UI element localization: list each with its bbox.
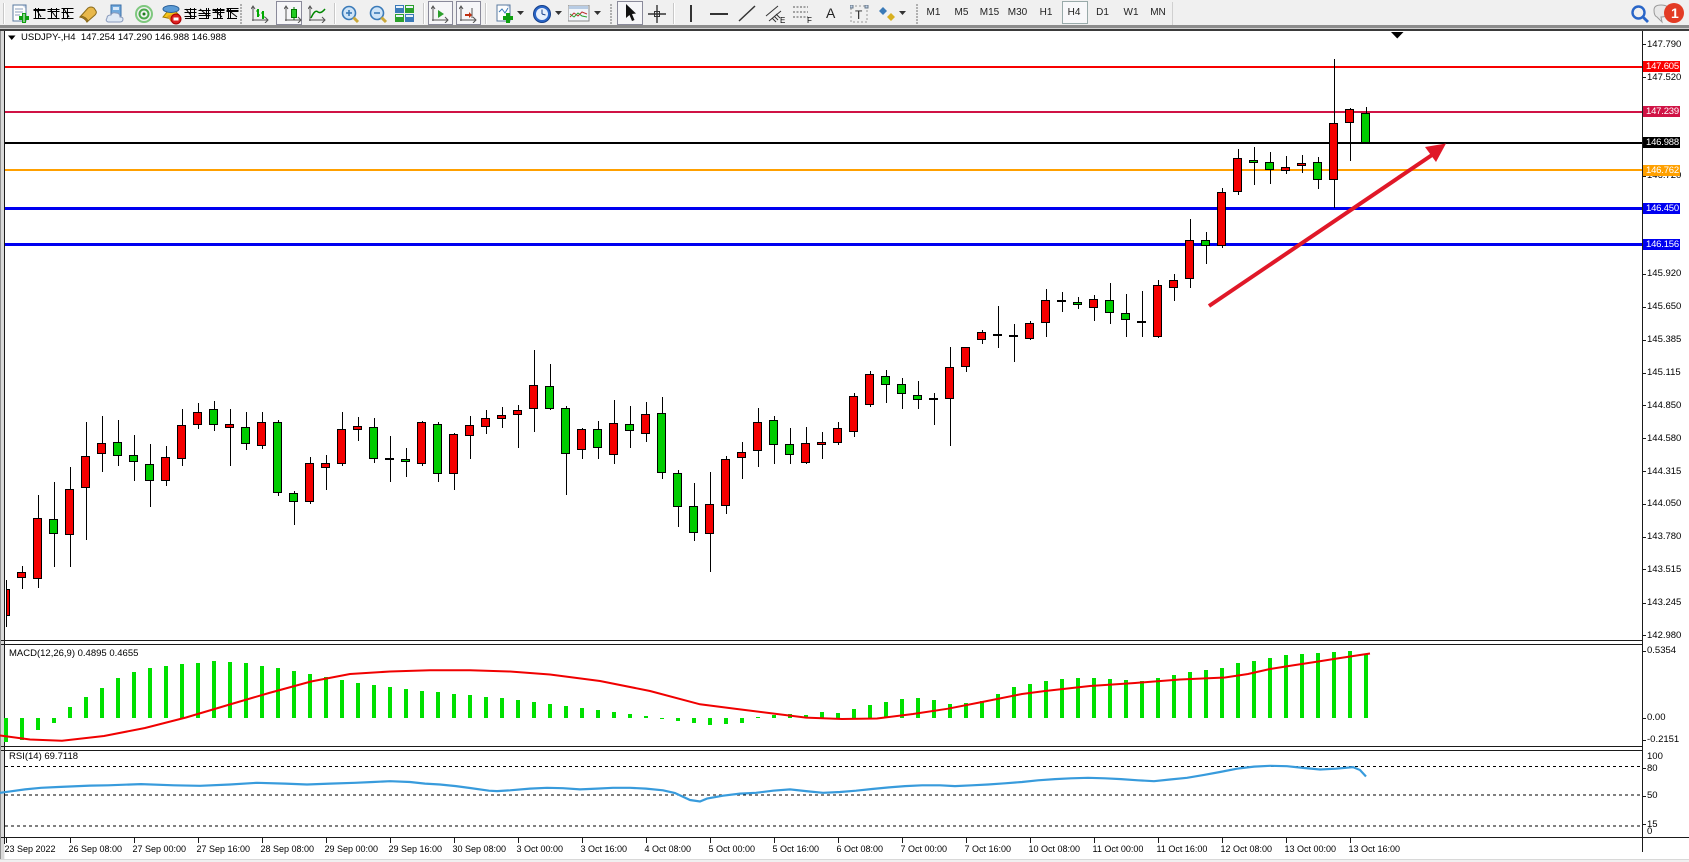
svg-text:F: F bbox=[807, 16, 812, 24]
svg-text:T: T bbox=[855, 8, 863, 22]
svg-text:E: E bbox=[780, 16, 785, 24]
svg-text:1: 1 bbox=[1671, 5, 1679, 21]
